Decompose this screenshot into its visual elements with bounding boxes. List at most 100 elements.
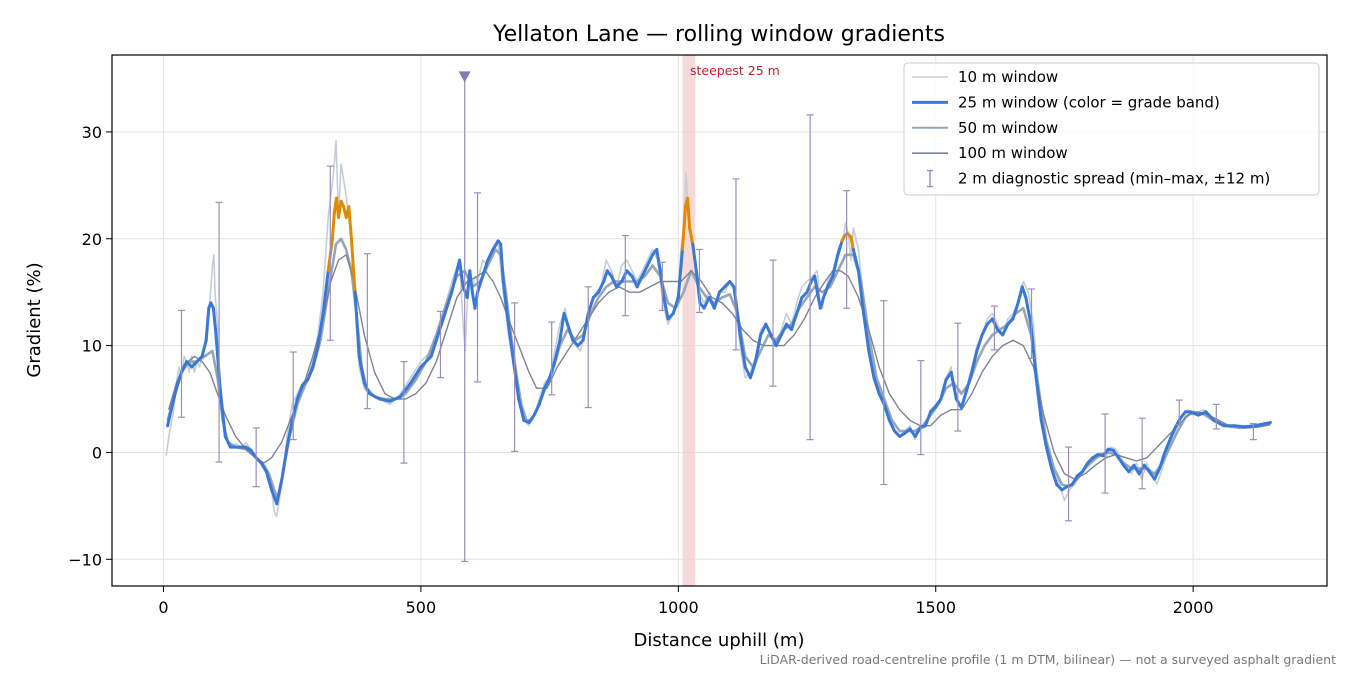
- legend-item: 10 m window: [912, 68, 1058, 86]
- legend: 10 m window 25 m window (color = grade ba…: [903, 62, 1320, 196]
- y-axis-ticks: −10 0 10 20 30: [68, 123, 112, 569]
- series-segment-w25: [662, 296, 670, 321]
- series-segment-w25: [913, 426, 922, 438]
- highlight-band: [682, 55, 696, 586]
- outlier-marker-group: [458, 71, 471, 83]
- series-segment-w25: [630, 274, 639, 289]
- series-segment-w25: [872, 376, 881, 396]
- error-bar: [658, 261, 666, 311]
- series-segment-w25: [1020, 285, 1028, 300]
- series-segment-w25: [862, 312, 871, 353]
- error-bar: [769, 259, 777, 387]
- series-segment-w25: [1050, 466, 1059, 487]
- series-segment-w25: [965, 370, 974, 392]
- series-segment-w25: [688, 226, 695, 246]
- series-segment-w25: [635, 274, 644, 289]
- series-segment-w25: [1039, 418, 1048, 449]
- error-bar: [511, 302, 519, 452]
- series-segment-w25: [280, 445, 289, 481]
- x-tick-label: 500: [406, 598, 437, 617]
- series-segment-w25: [316, 312, 325, 348]
- series-segment-w25: [367, 392, 382, 401]
- series-segment-w25: [501, 280, 510, 326]
- series-segment-w25: [602, 269, 609, 284]
- series-segment-w25: [1232, 424, 1247, 429]
- error-bar: [1027, 288, 1035, 360]
- series-segment-w25: [1070, 474, 1079, 487]
- series-segment-w25: [566, 322, 575, 342]
- series-segment-w25: [491, 239, 500, 251]
- y-tick-label: −10: [68, 550, 102, 569]
- series-segment-w25: [821, 285, 830, 300]
- series-segment-w25: [506, 322, 516, 364]
- series-segment-w25: [249, 448, 258, 460]
- series-segment-w25: [1024, 296, 1033, 326]
- series-segment-w25: [609, 274, 619, 289]
- error-bar: [1138, 417, 1146, 490]
- series-segment-w25: [1163, 438, 1172, 454]
- outlier-triangle-icon: [458, 71, 471, 83]
- series-segment-w25: [1204, 410, 1216, 422]
- series-segment-w25: [975, 333, 984, 353]
- series-segment-w25: [849, 235, 855, 251]
- series-segment-w25: [439, 290, 454, 326]
- series-segment-w25: [774, 333, 783, 348]
- series-segment-w25: [388, 395, 402, 403]
- series-segment-w25: [655, 247, 662, 273]
- series-segment-w25: [1034, 376, 1043, 422]
- series-segment-w25: [882, 402, 891, 422]
- series-segment-w25: [1016, 285, 1024, 305]
- series-segment-w25: [174, 370, 184, 390]
- error-bar: [400, 361, 408, 464]
- series-segment-w25: [476, 274, 485, 294]
- series-segment-w25: [738, 333, 747, 369]
- error-bar: [1212, 403, 1220, 430]
- x-axis-label: Distance uphill (m): [634, 630, 805, 651]
- series-segment-w25: [306, 365, 315, 382]
- series-segment-w25: [458, 258, 465, 289]
- series-segment-w25: [532, 402, 541, 417]
- series-segment-w25: [686, 196, 692, 230]
- series-segment-w25: [450, 258, 462, 294]
- x-tick-label: 1000: [658, 598, 699, 617]
- series-segment-w25: [831, 253, 840, 278]
- error-bar: [436, 310, 444, 379]
- legend-label: 2 m diagnostic spread (min–max, ±12 m): [958, 170, 1270, 188]
- legend-item: 25 m window (color = grade band): [912, 93, 1220, 111]
- x-tick-label: 1500: [915, 598, 956, 617]
- series-segment-w25: [1168, 426, 1177, 442]
- error-bar: [1065, 446, 1073, 522]
- series-segment-w25: [1011, 301, 1020, 321]
- series-segment-w25: [923, 410, 933, 428]
- series-segment-w25: [795, 296, 804, 316]
- series-segment-w25: [818, 296, 825, 310]
- series-segment-w25: [204, 306, 211, 342]
- series-segment-w25: [349, 237, 357, 294]
- series-segment-w25: [223, 434, 232, 449]
- error-bar: [1175, 399, 1183, 426]
- steepest-highlight-band: [682, 55, 696, 586]
- series-segment-w25: [468, 269, 474, 294]
- series-segment-w25: [169, 386, 178, 412]
- series-segment-w25: [851, 247, 861, 273]
- series-segment-w25: [980, 322, 989, 337]
- series-segment-w25: [620, 269, 629, 284]
- series-segment-w25: [285, 418, 294, 449]
- diagnostic-spread-bars: [178, 75, 1257, 563]
- legend-box: [903, 62, 1320, 196]
- series-segment-w25: [537, 386, 546, 406]
- series-segment-w25: [826, 274, 835, 289]
- error-bar: [289, 351, 297, 441]
- series-segment-w25: [353, 290, 361, 358]
- error-bar: [252, 427, 260, 488]
- error-bar: [178, 309, 186, 418]
- error-bar: [1249, 423, 1257, 441]
- error-bar: [548, 321, 556, 396]
- series-segment-w25: [218, 386, 227, 438]
- series-group: [165, 139, 1272, 518]
- series-segment-w25: [553, 338, 562, 364]
- series-segment-w25: [671, 296, 680, 316]
- series-segment-w25: [949, 370, 958, 401]
- series-segment-w25: [295, 383, 304, 401]
- series-segment-w25: [166, 408, 173, 428]
